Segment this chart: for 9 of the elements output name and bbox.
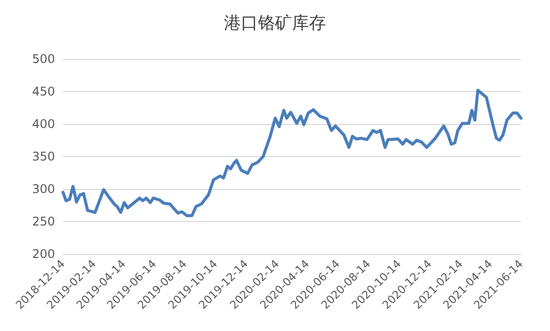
y-tick-label: 450	[32, 84, 55, 98]
y-tick-label: 500	[32, 52, 55, 66]
y-tick-label: 350	[32, 150, 55, 164]
y-tick-label: 300	[32, 182, 55, 196]
y-tick-label: 400	[32, 117, 55, 131]
chart-title: 港口铬矿库存	[224, 14, 326, 34]
y-tick-label: 200	[32, 247, 55, 261]
line-series	[62, 88, 522, 218]
y-tick-label: 250	[32, 214, 55, 228]
